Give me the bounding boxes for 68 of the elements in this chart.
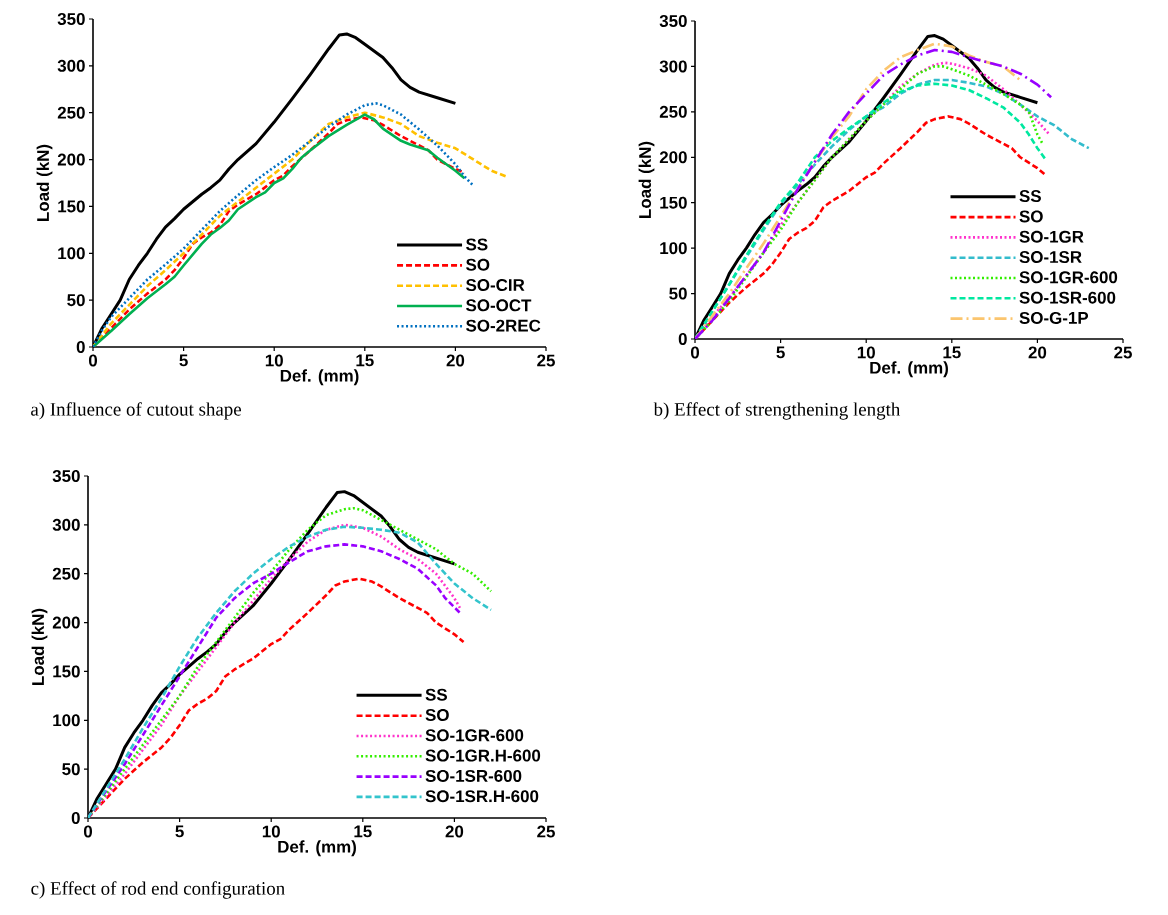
legend-label: SO-1SR (1019, 251, 1082, 264)
legend-label: SO-G-1P (1019, 311, 1089, 324)
y-tick-label: 100 (660, 242, 687, 255)
legend-label: SO-1SR.H-600 (425, 790, 539, 803)
x-tick-label: 5 (175, 825, 184, 838)
legend-label: SO (1019, 210, 1043, 223)
y-axis-title: Load (kN) (31, 608, 48, 685)
x-tick-label: 20 (446, 354, 465, 367)
x-tick-label: 0 (83, 825, 93, 838)
y-tick-label: 150 (660, 196, 687, 209)
y-tick-label: 300 (52, 518, 80, 531)
y-tick-label: 200 (57, 153, 85, 166)
x-tick-label: 15 (356, 354, 374, 367)
legend-label: SO (466, 258, 490, 271)
x-tick-label: 25 (537, 825, 555, 838)
y-tick-label: 300 (659, 60, 687, 73)
y-tick-label: 250 (52, 567, 80, 580)
text: b) Effect of strengthening length (653, 402, 901, 420)
legend-label: SS (425, 688, 447, 701)
y-tick-label: 300 (57, 59, 85, 72)
y-axis-title: Load (kN) (36, 144, 53, 221)
x-axis-title: Def. (mm) (278, 840, 356, 857)
legend-label: SO-1GR (1019, 230, 1084, 243)
legend-label: SO-2REC (466, 319, 541, 332)
y-tick-label: 250 (57, 106, 85, 119)
x-tick-label: 0 (88, 354, 98, 367)
text: a) Influence of cutout shape (31, 402, 242, 420)
y-tick-label: 100 (53, 714, 80, 727)
y-tick-label: 350 (57, 12, 85, 25)
y-tick-label: 50 (67, 294, 85, 307)
y-tick-label: 200 (52, 616, 80, 629)
x-tick-label: 10 (262, 825, 280, 838)
y-tick-label: 0 (678, 333, 687, 345)
x-axis-title: Def. (mm) (870, 361, 948, 378)
x-tick-label: 5 (776, 346, 785, 359)
y-axis-title: Load (kN) (638, 141, 655, 218)
x-tick-label: 5 (179, 354, 188, 367)
y-tick-label: 50 (62, 763, 80, 776)
y-tick-label: 100 (58, 247, 85, 260)
x-tick-label: 10 (265, 354, 283, 367)
x-tick-label: 25 (1114, 346, 1132, 359)
x-tick-label: 0 (690, 346, 700, 359)
legend-label: SO-1SR-600 (1019, 291, 1116, 304)
x-tick-label: 15 (354, 825, 372, 838)
x-axis-title: Def. (mm) (280, 369, 359, 386)
text: c) Effect of rod end configuration (31, 881, 285, 899)
x-tick-label: 10 (857, 346, 875, 359)
legend-label: SO-CIR (466, 279, 525, 292)
y-tick-label: 350 (52, 469, 80, 482)
y-tick-label: 250 (659, 105, 687, 118)
x-tick-label: 20 (1028, 346, 1047, 359)
x-tick-label: 20 (445, 825, 464, 838)
x-tick-label: 15 (943, 346, 961, 359)
y-tick-label: 50 (669, 287, 687, 300)
legend-label: SO (425, 709, 449, 722)
legend-label: SS (466, 238, 488, 251)
y-tick-label: 150 (53, 665, 80, 678)
legend-label: SO-1GR.H-600 (425, 749, 541, 762)
y-tick-label: 0 (71, 812, 80, 824)
legend-label: SO-1GR-600 (1019, 271, 1118, 284)
y-tick-label: 350 (659, 14, 687, 27)
y-tick-label: 150 (58, 200, 85, 213)
legend-label: SO-1SR-600 (425, 769, 522, 782)
y-tick-label: 200 (659, 151, 687, 164)
legend-label: SS (1019, 190, 1041, 203)
legend-label: SO-1GR-600 (425, 729, 524, 742)
x-tick-label: 25 (537, 354, 555, 367)
legend-label: SO-OCT (466, 299, 532, 312)
